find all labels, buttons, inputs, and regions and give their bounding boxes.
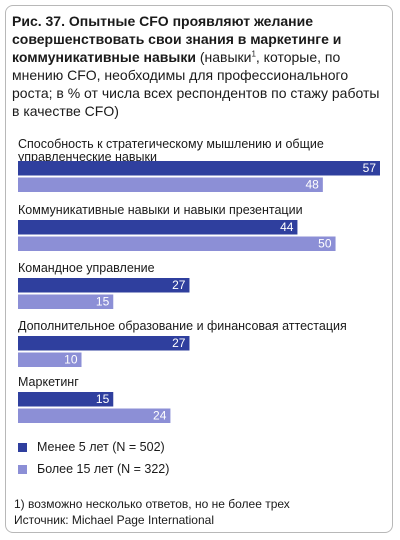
footnote-marker: 1 <box>251 49 256 59</box>
data-label: 15 <box>96 392 110 406</box>
data-label: 10 <box>64 353 78 367</box>
footnote-note: 1) возможно несколько ответов, но не бол… <box>14 497 290 511</box>
bar-series1 <box>18 161 380 176</box>
figure-title: Рис. 37. Опытные CFO проявляют желание с… <box>12 12 382 120</box>
legend-item-series2: Более 15 лет (N = 322) <box>14 458 169 480</box>
data-label: 48 <box>305 178 319 192</box>
category-label: Маркетинг <box>18 375 79 389</box>
bar-series2 <box>18 352 82 367</box>
category-label: Способность к стратегическому мышлению и… <box>18 137 324 151</box>
figure-frame <box>5 5 393 533</box>
footnote: 1) возможно несколько ответов, но не бол… <box>14 496 290 528</box>
legend: Менее 5 лет (N = 502) Более 15 лет (N = … <box>14 436 169 480</box>
category-label: Коммуникативные навыки и навыки презента… <box>18 203 303 217</box>
bar-series1 <box>18 278 190 293</box>
legend-label-series1: Менее 5 лет (N = 502) <box>37 440 165 454</box>
legend-swatch-series1 <box>18 442 27 452</box>
legend-item-series1: Менее 5 лет (N = 502) <box>14 436 169 458</box>
bar-chart: Способность к стратегическому мышлению и… <box>18 137 380 423</box>
category-label: управленческие навыки <box>18 150 157 164</box>
legend-label-series2: Более 15 лет (N = 322) <box>37 462 170 476</box>
bar-series1 <box>18 220 298 235</box>
title-paren-open: (навыки <box>199 49 252 65</box>
source-note: Источник: Michael Page International <box>14 513 214 527</box>
data-label: 15 <box>96 295 110 309</box>
legend-swatch-series2 <box>18 464 27 474</box>
data-label: 57 <box>363 161 377 175</box>
data-label: 27 <box>172 336 186 350</box>
bar-series2 <box>18 294 114 309</box>
data-label: 27 <box>172 278 186 292</box>
data-label: 24 <box>153 409 167 423</box>
category-label: Командное управление <box>18 261 155 275</box>
title-bold-text: Опытные CFO проявляют желание совершенст… <box>12 13 342 65</box>
figure-number: Рис. 37. <box>12 13 65 29</box>
bar-series1 <box>18 392 114 407</box>
category-label: Дополнительное образование и финансовая … <box>18 319 347 333</box>
data-label: 50 <box>318 237 332 251</box>
data-label: 44 <box>280 220 294 234</box>
bar-series2 <box>18 236 336 251</box>
bar-series2 <box>18 177 323 192</box>
title-rest: , которые, по мнению CFO, необходимы для… <box>12 49 380 119</box>
bar-series2 <box>18 408 171 423</box>
bar-series1 <box>18 336 190 351</box>
